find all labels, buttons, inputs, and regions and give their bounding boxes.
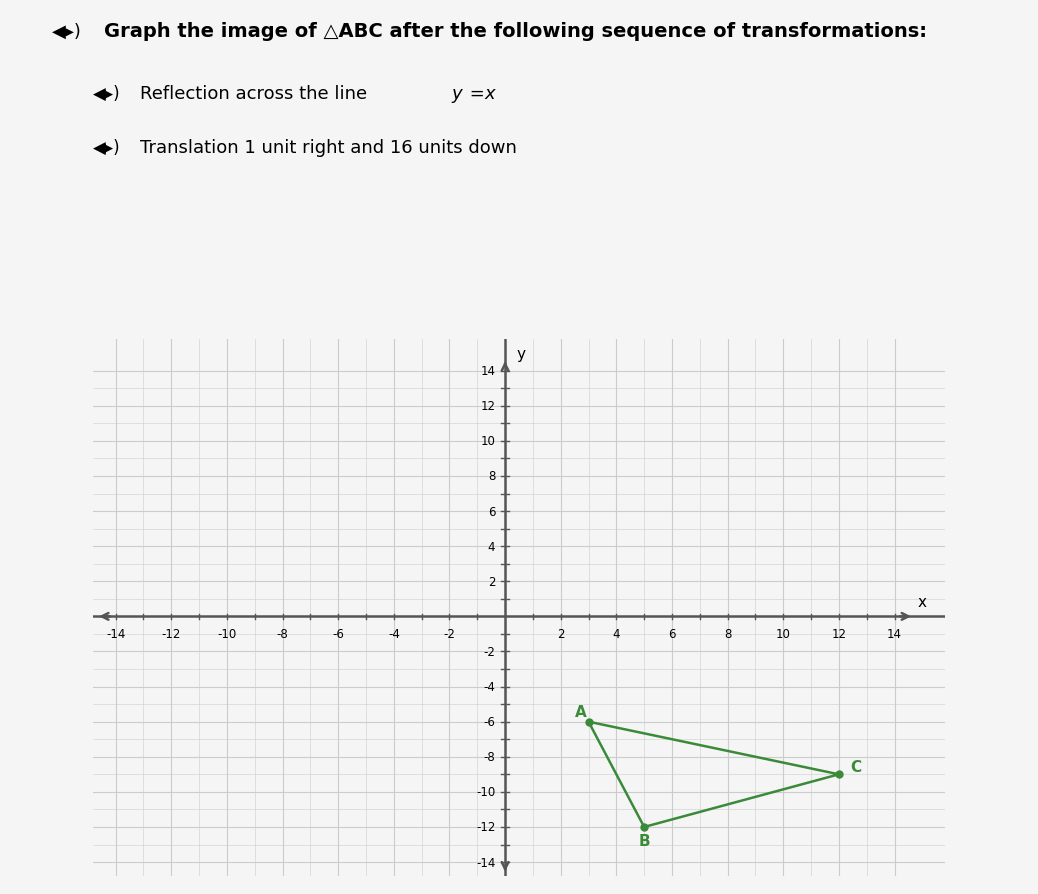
Text: =: =	[464, 85, 491, 103]
Text: 12: 12	[481, 400, 495, 413]
Text: 4: 4	[612, 628, 620, 640]
Text: -14: -14	[106, 628, 126, 640]
Text: 6: 6	[668, 628, 676, 640]
Text: -6: -6	[484, 715, 495, 729]
Text: -12: -12	[162, 628, 181, 640]
Text: 14: 14	[887, 628, 902, 640]
Text: 14: 14	[481, 365, 495, 378]
Text: -10: -10	[476, 786, 495, 798]
Text: 4: 4	[488, 540, 495, 553]
Text: 2: 2	[557, 628, 565, 640]
Text: -4: -4	[388, 628, 400, 640]
Text: B: B	[638, 832, 650, 848]
Text: -6: -6	[332, 628, 345, 640]
Text: C: C	[850, 759, 862, 774]
Text: 8: 8	[488, 470, 495, 483]
Text: ◀▸): ◀▸)	[93, 139, 121, 156]
Text: 10: 10	[775, 628, 791, 640]
Text: -12: -12	[476, 821, 495, 833]
Text: y: y	[452, 85, 462, 103]
Text: 6: 6	[488, 505, 495, 518]
Text: 8: 8	[723, 628, 732, 640]
Text: -8: -8	[277, 628, 289, 640]
Text: y: y	[516, 346, 525, 361]
Text: -10: -10	[217, 628, 237, 640]
Text: 12: 12	[831, 628, 846, 640]
Text: Translation 1 unit right and 16 units down: Translation 1 unit right and 16 units do…	[140, 139, 517, 156]
Text: x: x	[485, 85, 495, 103]
Text: 2: 2	[488, 575, 495, 588]
Text: ◀▸): ◀▸)	[93, 85, 121, 103]
Text: -2: -2	[484, 645, 495, 658]
Text: -4: -4	[484, 680, 495, 693]
Text: ◀▸): ◀▸)	[52, 22, 82, 40]
Text: -14: -14	[476, 856, 495, 869]
Text: 10: 10	[481, 434, 495, 448]
Text: Graph the image of △ABC after the following sequence of transformations:: Graph the image of △ABC after the follow…	[104, 22, 927, 41]
Text: A: A	[575, 704, 586, 720]
Text: x: x	[918, 595, 927, 610]
Text: Reflection across the line: Reflection across the line	[140, 85, 373, 103]
Text: -8: -8	[484, 750, 495, 763]
Text: -2: -2	[443, 628, 456, 640]
